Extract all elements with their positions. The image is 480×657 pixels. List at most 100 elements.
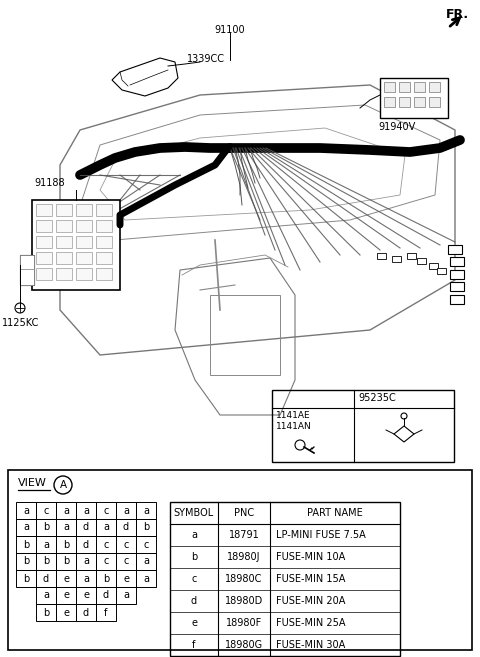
Text: f: f	[192, 640, 196, 650]
Bar	[56, 536, 76, 553]
Text: b: b	[43, 608, 49, 618]
Text: c: c	[123, 556, 129, 566]
Bar	[96, 252, 112, 264]
Bar	[136, 536, 156, 553]
Text: d: d	[83, 539, 89, 549]
Bar	[16, 570, 36, 587]
Bar	[429, 82, 440, 92]
Bar	[96, 604, 116, 621]
Bar	[56, 587, 76, 604]
Bar	[16, 502, 36, 519]
Text: b: b	[23, 539, 29, 549]
Text: c: c	[103, 556, 108, 566]
Bar	[116, 519, 136, 536]
Text: b: b	[143, 522, 149, 533]
Bar	[136, 553, 156, 570]
Bar	[56, 604, 76, 621]
Bar	[76, 204, 92, 216]
Bar	[448, 245, 462, 254]
Bar	[116, 553, 136, 570]
Text: c: c	[103, 539, 108, 549]
Bar	[56, 204, 72, 216]
Text: 18980C: 18980C	[225, 574, 263, 584]
Text: FUSE-MIN 20A: FUSE-MIN 20A	[276, 596, 346, 606]
Bar	[116, 536, 136, 553]
Bar	[76, 252, 92, 264]
Bar	[384, 82, 395, 92]
Bar	[450, 270, 464, 279]
Bar	[36, 236, 52, 248]
Bar	[96, 536, 116, 553]
Bar	[76, 268, 92, 280]
Text: 18791: 18791	[228, 530, 259, 540]
Text: LP-MINI FUSE 7.5A: LP-MINI FUSE 7.5A	[276, 530, 366, 540]
Text: e: e	[63, 574, 69, 583]
Bar	[407, 253, 416, 259]
Text: e: e	[63, 608, 69, 618]
Bar	[380, 78, 448, 118]
Bar	[56, 570, 76, 587]
Bar	[56, 519, 76, 536]
Text: 1141AE: 1141AE	[276, 411, 311, 420]
Bar	[36, 204, 52, 216]
Text: a: a	[83, 556, 89, 566]
Bar	[76, 553, 96, 570]
Text: FUSE-MIN 25A: FUSE-MIN 25A	[276, 618, 346, 628]
Text: a: a	[123, 505, 129, 516]
Text: a: a	[103, 522, 109, 533]
Bar	[96, 587, 116, 604]
Text: VIEW: VIEW	[18, 478, 47, 488]
Bar	[170, 502, 400, 656]
Bar	[76, 220, 92, 232]
Text: a: a	[63, 505, 69, 516]
Text: 18980J: 18980J	[227, 552, 261, 562]
Bar	[76, 519, 96, 536]
Text: FR.: FR.	[446, 8, 469, 21]
Text: d: d	[191, 596, 197, 606]
Bar	[429, 97, 440, 107]
Text: a: a	[63, 522, 69, 533]
Text: a: a	[143, 505, 149, 516]
Bar	[96, 204, 112, 216]
Bar	[450, 257, 464, 266]
Text: a: a	[143, 556, 149, 566]
Text: SYMBOL: SYMBOL	[174, 508, 214, 518]
Text: A: A	[60, 480, 67, 490]
Text: 91188: 91188	[34, 178, 65, 188]
Text: d: d	[83, 522, 89, 533]
Text: c: c	[43, 505, 48, 516]
Text: d: d	[103, 591, 109, 600]
Bar	[36, 587, 56, 604]
Text: d: d	[123, 522, 129, 533]
Text: b: b	[23, 574, 29, 583]
Bar	[210, 295, 280, 375]
Bar	[136, 502, 156, 519]
Bar	[96, 220, 112, 232]
Text: e: e	[123, 574, 129, 583]
Bar	[16, 553, 36, 570]
Bar	[392, 256, 401, 262]
Text: 1141AN: 1141AN	[276, 422, 312, 431]
Text: a: a	[23, 522, 29, 533]
Text: c: c	[192, 574, 197, 584]
Bar	[96, 519, 116, 536]
Text: b: b	[191, 552, 197, 562]
Bar	[116, 587, 136, 604]
Bar	[20, 255, 34, 285]
Text: d: d	[43, 574, 49, 583]
Bar	[56, 553, 76, 570]
Bar	[399, 82, 410, 92]
Bar	[429, 263, 438, 269]
Bar	[36, 536, 56, 553]
Text: b: b	[43, 556, 49, 566]
Text: FUSE-MIN 15A: FUSE-MIN 15A	[276, 574, 346, 584]
Text: b: b	[63, 539, 69, 549]
Bar	[8, 470, 472, 650]
Text: 18980D: 18980D	[225, 596, 263, 606]
Bar	[384, 97, 395, 107]
Text: FUSE-MIN 10A: FUSE-MIN 10A	[276, 552, 345, 562]
Bar	[96, 268, 112, 280]
Bar	[76, 604, 96, 621]
Bar	[437, 268, 446, 274]
Text: FUSE-MIN 30A: FUSE-MIN 30A	[276, 640, 345, 650]
